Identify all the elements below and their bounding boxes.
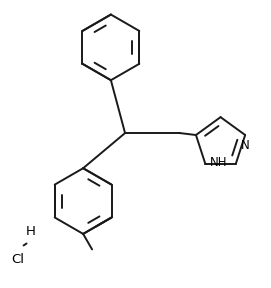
Text: N: N (241, 139, 250, 152)
Text: NH: NH (210, 156, 228, 169)
Text: Cl: Cl (11, 253, 24, 266)
Text: H: H (25, 225, 36, 238)
